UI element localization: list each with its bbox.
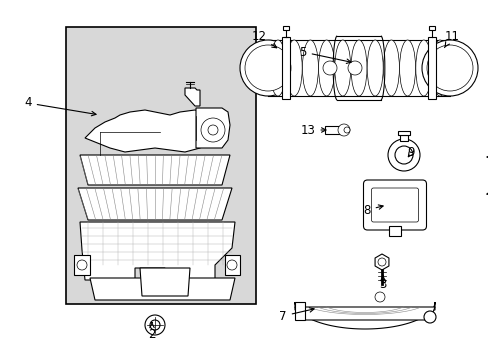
Ellipse shape: [366, 40, 383, 96]
Polygon shape: [388, 226, 400, 236]
Polygon shape: [428, 26, 434, 30]
Ellipse shape: [431, 40, 447, 96]
Circle shape: [240, 40, 295, 96]
Circle shape: [337, 124, 349, 136]
Circle shape: [377, 258, 385, 266]
Text: 4: 4: [24, 96, 96, 116]
Text: 10: 10: [0, 359, 1, 360]
Text: 3: 3: [379, 276, 386, 292]
Polygon shape: [283, 26, 288, 30]
Ellipse shape: [383, 40, 399, 96]
Ellipse shape: [415, 40, 431, 96]
Polygon shape: [294, 307, 434, 320]
Polygon shape: [294, 302, 305, 320]
Polygon shape: [397, 131, 409, 135]
Ellipse shape: [318, 40, 334, 96]
Polygon shape: [85, 110, 220, 152]
Text: 5: 5: [299, 45, 350, 63]
Polygon shape: [140, 268, 190, 296]
Circle shape: [226, 260, 237, 270]
Polygon shape: [196, 108, 229, 148]
Polygon shape: [78, 188, 231, 220]
Circle shape: [347, 61, 361, 75]
Bar: [427, 37, 435, 99]
Text: 7: 7: [279, 308, 313, 323]
Polygon shape: [294, 302, 434, 329]
Ellipse shape: [285, 40, 302, 96]
Ellipse shape: [399, 40, 415, 96]
Text: 13: 13: [300, 123, 325, 136]
Polygon shape: [80, 222, 235, 280]
Text: 11: 11: [444, 30, 459, 48]
Polygon shape: [80, 155, 229, 185]
Circle shape: [374, 292, 384, 302]
Text: 8: 8: [363, 203, 382, 216]
Polygon shape: [74, 255, 90, 275]
Bar: [66, 27, 256, 304]
Circle shape: [150, 320, 160, 330]
Polygon shape: [325, 126, 341, 134]
Circle shape: [343, 127, 349, 133]
Circle shape: [423, 311, 435, 323]
Text: 12: 12: [251, 30, 276, 48]
Ellipse shape: [350, 40, 366, 96]
Text: 1: 1: [486, 150, 488, 163]
Circle shape: [201, 118, 224, 142]
Circle shape: [145, 315, 164, 335]
Bar: [282, 37, 289, 99]
Circle shape: [426, 45, 472, 91]
Polygon shape: [399, 135, 407, 141]
Polygon shape: [224, 255, 240, 275]
Circle shape: [77, 260, 87, 270]
Ellipse shape: [302, 40, 318, 96]
Circle shape: [207, 125, 218, 135]
Polygon shape: [90, 278, 235, 300]
Text: 2: 2: [148, 323, 156, 342]
Polygon shape: [184, 88, 200, 106]
Text: 6: 6: [486, 174, 488, 195]
FancyBboxPatch shape: [371, 188, 418, 222]
Circle shape: [323, 61, 336, 75]
Ellipse shape: [269, 40, 285, 96]
Circle shape: [244, 45, 290, 91]
Circle shape: [394, 146, 412, 164]
Text: 9: 9: [407, 147, 414, 159]
Circle shape: [387, 139, 419, 171]
Circle shape: [421, 40, 477, 96]
FancyBboxPatch shape: [363, 180, 426, 230]
Ellipse shape: [334, 40, 350, 96]
